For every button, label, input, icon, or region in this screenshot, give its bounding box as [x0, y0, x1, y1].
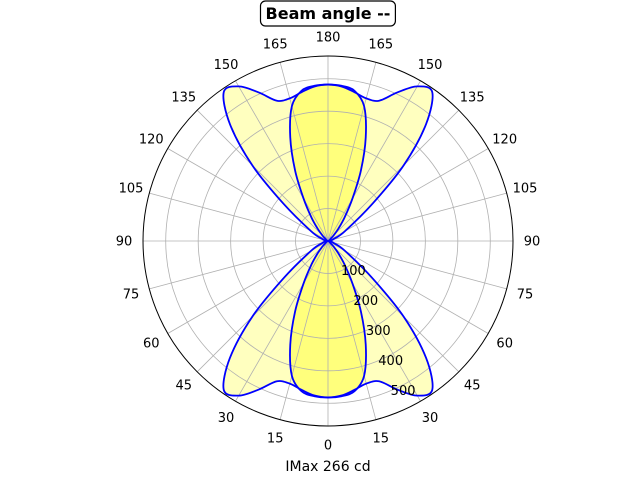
angular-grid-line: [149, 192, 329, 242]
angle-tick-label: 60: [496, 337, 513, 352]
radial-tick-label: 200: [353, 294, 378, 309]
grid: [143, 56, 513, 426]
series-line: [289, 240, 367, 399]
angular-grid-line: [196, 240, 329, 373]
angular-grid-line: [327, 148, 489, 242]
angle-tick-labels: 180 1651501351201059075604530150153045607…: [116, 31, 541, 454]
angular-grid-line: [196, 109, 329, 242]
angular-grid-line: [167, 148, 329, 242]
angular-grid-line: [327, 240, 421, 402]
angular-grid-line: [235, 240, 329, 402]
radial-tick-labels: 100 200 300 400 500: [341, 264, 416, 399]
angular-grid-line: [235, 80, 329, 242]
angular-grid-line: [279, 240, 329, 420]
angular-grid-line: [167, 240, 329, 334]
angle-tick-label: 15: [267, 432, 284, 447]
angle-tick-label: 135: [460, 90, 485, 105]
angle-tick-label: 165: [263, 38, 288, 53]
angle-tick-label: 15: [373, 432, 390, 447]
angular-grid-line: [327, 240, 460, 373]
radial-tick-label: 500: [391, 384, 416, 399]
angular-grid-line: [327, 109, 460, 242]
angle-tick-label: 105: [119, 182, 144, 197]
angle-tick-label: 90: [524, 235, 541, 250]
angle-tick-label: 165: [368, 38, 393, 53]
radial-tick-label: 300: [366, 324, 391, 339]
angle-tick-label: 150: [214, 58, 239, 73]
series-lines: [222, 83, 434, 399]
angle-tick-label: 45: [176, 379, 193, 394]
angle-tick-label: 135: [171, 90, 196, 105]
angle-tick-label: 120: [492, 133, 517, 148]
angular-grid-line: [149, 240, 329, 290]
angle-tick-label: 75: [517, 287, 534, 302]
series-line: [289, 83, 367, 242]
angular-grid-line: [327, 62, 377, 242]
angle-tick-label: 180: [316, 31, 341, 46]
angle-tick-label: 0: [324, 439, 332, 454]
angle-tick-label: 75: [123, 287, 140, 302]
angular-grid-line: [327, 240, 377, 420]
angular-grid-line: [327, 240, 489, 334]
angular-grid-line: [327, 192, 507, 242]
radial-tick-label: 400: [378, 354, 403, 369]
angle-tick-label: 60: [143, 337, 160, 352]
angle-tick-label: 90: [116, 235, 133, 250]
angle-tick-label: 30: [422, 411, 439, 426]
angular-grid-line: [327, 240, 507, 290]
radial-tick-label: 100: [341, 264, 366, 279]
chart-title: Beam angle --: [266, 4, 391, 23]
angle-tick-label: 30: [218, 411, 235, 426]
angle-tick-label: 105: [513, 182, 538, 197]
title-background: [259, 0, 396, 27]
angular-grid-line: [327, 80, 421, 242]
polar-frame: [142, 55, 514, 427]
x-axis-label: IMax 266 cd: [285, 459, 370, 475]
angle-tick-label: 45: [464, 379, 481, 394]
angular-grid-line: [279, 62, 329, 242]
angle-tick-label: 150: [418, 58, 443, 73]
angle-tick-label: 120: [139, 133, 164, 148]
title-box: Beam angle --: [259, 0, 396, 27]
